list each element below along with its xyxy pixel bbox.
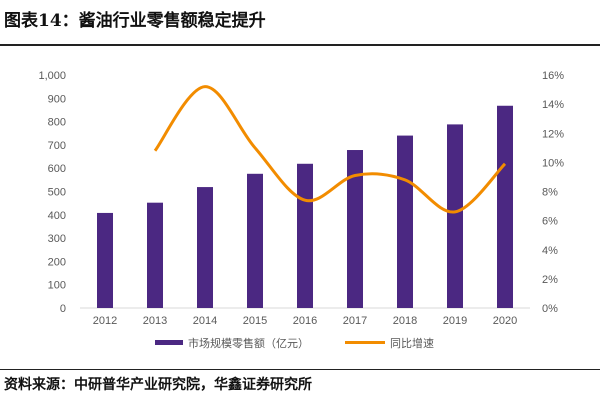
bar <box>347 150 363 308</box>
y-left-tick-label: 500 <box>48 187 66 199</box>
y-left-tick-label: 600 <box>48 163 66 175</box>
x-tick-label: 2018 <box>393 315 417 327</box>
x-tick-label: 2017 <box>343 315 367 327</box>
bar <box>497 105 513 308</box>
y-left-tick-label: 700 <box>48 140 66 152</box>
y-right-tick-label: 16% <box>542 70 564 82</box>
y-right-tick-label: 0% <box>542 303 558 315</box>
y-left-tick-label: 900 <box>48 93 66 105</box>
y-right-tick-label: 6% <box>542 216 558 228</box>
y-right-tick-label: 8% <box>542 187 558 199</box>
x-tick-label: 2020 <box>493 315 517 327</box>
y-right-tick-label: 10% <box>542 157 564 169</box>
y-left-tick-label: 1,000 <box>38 70 66 82</box>
source-divider <box>0 369 600 370</box>
y-right-tick-label: 12% <box>542 128 564 140</box>
y-left-tick-label: 0 <box>60 303 66 315</box>
y-left-tick-label: 200 <box>48 256 66 268</box>
x-tick-label: 2019 <box>443 315 467 327</box>
legend-bar-swatch <box>155 340 183 345</box>
bar <box>147 202 163 308</box>
y-left-tick-label: 400 <box>48 210 66 222</box>
x-tick-label: 2016 <box>293 315 317 327</box>
y-right-tick-label: 14% <box>542 99 564 111</box>
x-tick-label: 2013 <box>143 315 167 327</box>
x-tick-label: 2015 <box>243 315 267 327</box>
bar <box>197 187 213 308</box>
y-left-tick-label: 100 <box>48 280 66 292</box>
legend-line-label: 同比增速 <box>390 336 434 350</box>
bar <box>447 124 463 308</box>
title-divider <box>0 44 600 46</box>
y-right-tick-label: 4% <box>542 245 558 257</box>
y-left-tick-label: 800 <box>48 117 66 129</box>
bar <box>97 212 113 308</box>
bar <box>247 173 263 308</box>
y-left-tick-label: 300 <box>48 233 66 245</box>
x-tick-label: 2012 <box>93 315 117 327</box>
bar <box>397 135 413 308</box>
x-tick-label: 2014 <box>193 315 217 327</box>
y-right-tick-label: 2% <box>542 274 558 286</box>
bar <box>297 163 313 308</box>
source-note: 资料来源：中研普华产业研究院，华鑫证券研究所 <box>4 377 312 393</box>
chart-title: 图表14：酱油行业零售额稳定提升 <box>4 11 266 31</box>
legend-bar-label: 市场规模零售额（亿元） <box>188 336 309 350</box>
